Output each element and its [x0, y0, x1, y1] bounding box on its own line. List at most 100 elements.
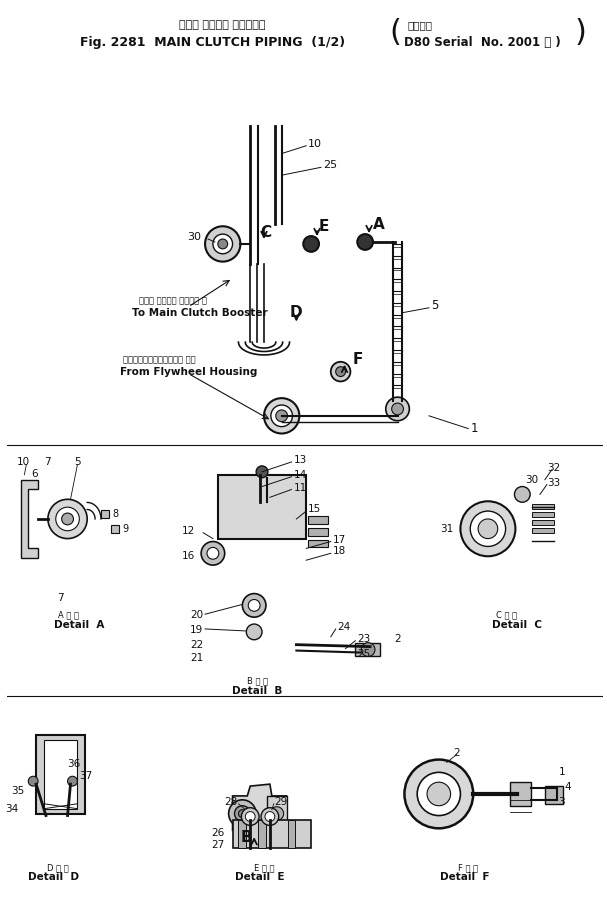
- Text: 12: 12: [182, 526, 195, 536]
- Text: 33: 33: [547, 478, 560, 488]
- Text: 21: 21: [190, 654, 203, 664]
- Circle shape: [67, 776, 77, 786]
- Text: 4: 4: [565, 782, 571, 792]
- Bar: [44, 740, 77, 809]
- Text: 28: 28: [224, 797, 237, 807]
- Text: D80 Serial  No. 2001 ～ ): D80 Serial No. 2001 ～ ): [404, 36, 561, 49]
- Text: 29: 29: [274, 797, 287, 807]
- Text: A: A: [373, 217, 385, 231]
- Text: D 詳 細: D 詳 細: [47, 863, 69, 872]
- Text: From Flywheel Housing: From Flywheel Housing: [120, 367, 257, 376]
- Text: 5: 5: [74, 457, 81, 467]
- Text: Detail  F: Detail F: [439, 872, 489, 882]
- Text: 20: 20: [190, 610, 203, 621]
- Circle shape: [276, 410, 288, 421]
- Bar: [532, 504, 554, 509]
- Circle shape: [417, 773, 461, 816]
- Bar: [308, 516, 328, 524]
- Bar: [288, 821, 296, 848]
- Bar: [308, 527, 328, 536]
- Circle shape: [62, 513, 73, 525]
- Text: B 詳 細: B 詳 細: [246, 677, 268, 685]
- Circle shape: [515, 487, 530, 502]
- Text: 11: 11: [293, 482, 307, 492]
- Text: B: B: [240, 830, 252, 845]
- Bar: [532, 512, 554, 517]
- Circle shape: [246, 624, 262, 640]
- Text: Detail  B: Detail B: [232, 686, 282, 696]
- Circle shape: [404, 760, 473, 828]
- Circle shape: [242, 594, 266, 617]
- Circle shape: [270, 807, 283, 821]
- Text: 32: 32: [547, 463, 560, 473]
- Bar: [239, 821, 246, 848]
- Text: 15: 15: [308, 504, 322, 514]
- Circle shape: [229, 800, 256, 827]
- Text: E: E: [319, 219, 330, 234]
- Circle shape: [358, 234, 373, 250]
- Text: F 詳 細: F 詳 細: [458, 863, 478, 872]
- Circle shape: [331, 361, 350, 382]
- Bar: [545, 786, 563, 804]
- Text: 2: 2: [395, 633, 401, 644]
- Text: 適用号機: 適用号機: [407, 20, 432, 30]
- Text: C: C: [260, 225, 271, 240]
- Text: 5: 5: [431, 300, 438, 313]
- Text: 24: 24: [337, 622, 351, 632]
- Circle shape: [271, 405, 293, 427]
- Bar: [218, 475, 306, 538]
- Polygon shape: [232, 784, 287, 840]
- Text: 7: 7: [58, 593, 64, 602]
- Text: Detail  C: Detail C: [492, 620, 542, 630]
- Text: 25: 25: [323, 160, 337, 171]
- Circle shape: [29, 776, 38, 786]
- Text: Detail  E: Detail E: [236, 872, 285, 882]
- Text: 1: 1: [470, 422, 478, 435]
- Bar: [509, 782, 531, 806]
- Circle shape: [248, 599, 260, 611]
- Text: 6: 6: [31, 468, 38, 479]
- Text: 37: 37: [80, 772, 93, 781]
- Text: フライホイールハウジング から: フライホイールハウジング から: [123, 355, 195, 364]
- Bar: [258, 821, 266, 848]
- Circle shape: [386, 397, 409, 420]
- Text: 10: 10: [308, 138, 322, 148]
- Circle shape: [336, 367, 345, 376]
- Text: C 詳 細: C 詳 細: [496, 610, 517, 620]
- Text: 31: 31: [440, 524, 453, 534]
- Text: To Main Clutch Booster: To Main Clutch Booster: [132, 308, 268, 318]
- Bar: [36, 735, 85, 813]
- Text: 1: 1: [558, 767, 565, 777]
- Circle shape: [245, 811, 255, 822]
- Polygon shape: [21, 479, 38, 558]
- Circle shape: [48, 500, 87, 538]
- Text: 8: 8: [113, 509, 119, 519]
- Text: 14: 14: [293, 469, 307, 479]
- Bar: [532, 527, 554, 533]
- Text: 36: 36: [67, 760, 81, 770]
- Text: Fig. 2281  MAIN CLUTCH PIPING  (1/2): Fig. 2281 MAIN CLUTCH PIPING (1/2): [80, 36, 345, 49]
- Text: 16: 16: [182, 551, 195, 561]
- Text: 25: 25: [358, 649, 370, 659]
- Bar: [355, 643, 380, 656]
- Text: 30: 30: [525, 475, 538, 485]
- Text: 23: 23: [358, 633, 370, 644]
- Circle shape: [256, 466, 268, 478]
- Bar: [532, 520, 554, 525]
- Text: 17: 17: [333, 535, 346, 545]
- Text: 18: 18: [333, 547, 346, 556]
- Text: A 詳 細: A 詳 細: [58, 610, 79, 620]
- Text: 30: 30: [187, 232, 201, 242]
- Text: Detail  D: Detail D: [29, 872, 80, 882]
- Circle shape: [201, 541, 225, 565]
- Circle shape: [207, 548, 219, 560]
- Text: (: (: [390, 18, 402, 47]
- Circle shape: [265, 811, 275, 822]
- Circle shape: [213, 234, 232, 254]
- Bar: [101, 510, 109, 518]
- Circle shape: [427, 782, 450, 806]
- Circle shape: [361, 643, 375, 656]
- Circle shape: [56, 507, 80, 531]
- Text: 27: 27: [211, 840, 225, 850]
- Circle shape: [205, 226, 240, 262]
